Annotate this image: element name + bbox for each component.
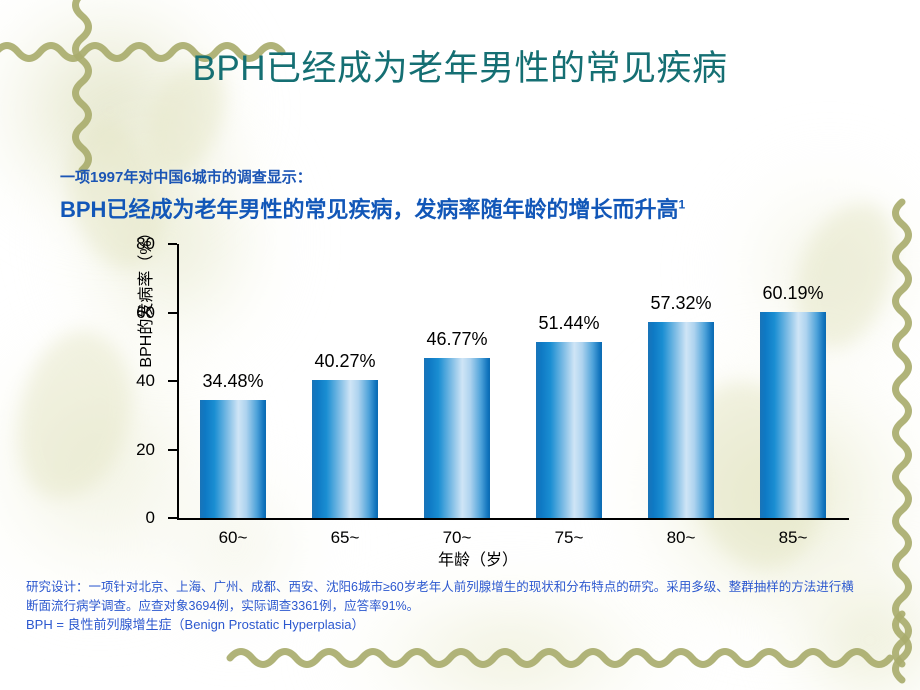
chart-y-axis-line [177, 244, 179, 520]
lead-statement: BPH已经成为老年男性的常见疾病，发病率随年龄的增长而升高1 [60, 192, 685, 224]
chart-y-tick: 80 [136, 234, 177, 253]
chart-y-tick: 40 [136, 371, 177, 390]
footnote-line-1: 研究设计：一项针对北京、上海、广州、成都、西安、沈阳6城市≥60岁老年人前列腺增… [26, 580, 854, 594]
chart-bar[interactable] [312, 380, 378, 518]
vine-horizontal-bottom-icon [226, 638, 918, 674]
footnote-line-3: BPH = 良性前列腺增生症（Benign Prostatic Hyperpla… [26, 617, 365, 632]
chart-bar-value-label: 40.27% [314, 351, 376, 372]
chart-bar-value-label: 60.19% [762, 282, 824, 303]
chart-plot-area: 0 20 40 60 80 34.48% 60~ 40.27% 65~ 46.77% 70~ 51.… [136, 234, 849, 547]
footnote-line-2: 断面流行病学调查。应查对象3694例，实际调查3361例，应答率91%。 [26, 598, 420, 613]
chart-bar-slot: 40.27% 65~ [289, 244, 401, 547]
chart-bar-group: 34.48% 60~ 40.27% 65~ 46.77% 70~ 51.44% 75~ 57.3… [177, 244, 849, 547]
chart-bar-slot: 51.44% 75~ [513, 244, 625, 547]
chart-x-axis-label: 年龄（岁） [437, 552, 518, 569]
chart-bar-slot: 60.19% 85~ [737, 244, 849, 547]
chart-y-tick-label: 0 [145, 508, 155, 527]
survey-kicker-text: 一项1997年对中国6城市的调查显示： [60, 169, 312, 186]
chart-x-tick-label: 75~ [554, 528, 584, 547]
chart-bar-slot: 34.48% 60~ [177, 244, 289, 547]
footnote-block: 研究设计：一项针对北京、上海、广州、成都、西安、沈阳6城市≥60岁老年人前列腺增… [26, 578, 898, 634]
lead-statement-text: BPH已经成为老年男性的常见疾病，发病率随年龄的增长而升高 [60, 197, 679, 222]
chart-x-axis-line [177, 518, 849, 520]
bph-prevalence-bar-chart: BPH的发病率（%） 0 20 40 60 80 34.48% 60~ 40.27% 65~ 4… [98, 224, 858, 569]
chart-y-tick: 60 [136, 303, 177, 322]
vine-vertical-top-left-icon [62, 0, 102, 182]
chart-bar[interactable] [760, 311, 826, 518]
chart-y-tick-label: 20 [136, 439, 155, 459]
chart-y-tick-label: 80 [136, 234, 155, 253]
chart-bar-slot: 46.77% 70~ [401, 244, 513, 547]
chart-y-tick-label: 40 [136, 371, 155, 390]
chart-y-tick: 20 [136, 440, 177, 459]
chart-x-tick-label: 80~ [666, 528, 696, 547]
chart-bar[interactable] [648, 321, 714, 518]
chart-y-tick-label: 60 [136, 302, 155, 322]
chart-x-tick-label: 65~ [330, 528, 360, 547]
chart-y-tick: 0 [146, 508, 177, 527]
chart-y-axis-label: BPH的发病率（%） [138, 224, 155, 368]
chart-x-tick-label: 70~ [442, 528, 472, 547]
page-title: BPH已经成为老年男性的常见疾病 [192, 49, 728, 88]
chart-bar-slot: 57.32% 80~ [625, 244, 737, 547]
chart-x-tick-label: 60~ [218, 528, 248, 547]
chart-bar-value-label: 34.48% [202, 370, 264, 391]
chart-bar-value-label: 46.77% [426, 328, 488, 349]
chart-bar-value-label: 57.32% [650, 292, 712, 313]
chart-bar-value-label: 51.44% [538, 312, 600, 333]
chart-bar[interactable] [200, 399, 266, 518]
lead-reference-superscript: 1 [678, 197, 686, 212]
chart-x-tick-label: 85~ [778, 528, 808, 547]
chart-bar[interactable] [536, 341, 602, 518]
chart-bar[interactable] [424, 357, 490, 518]
